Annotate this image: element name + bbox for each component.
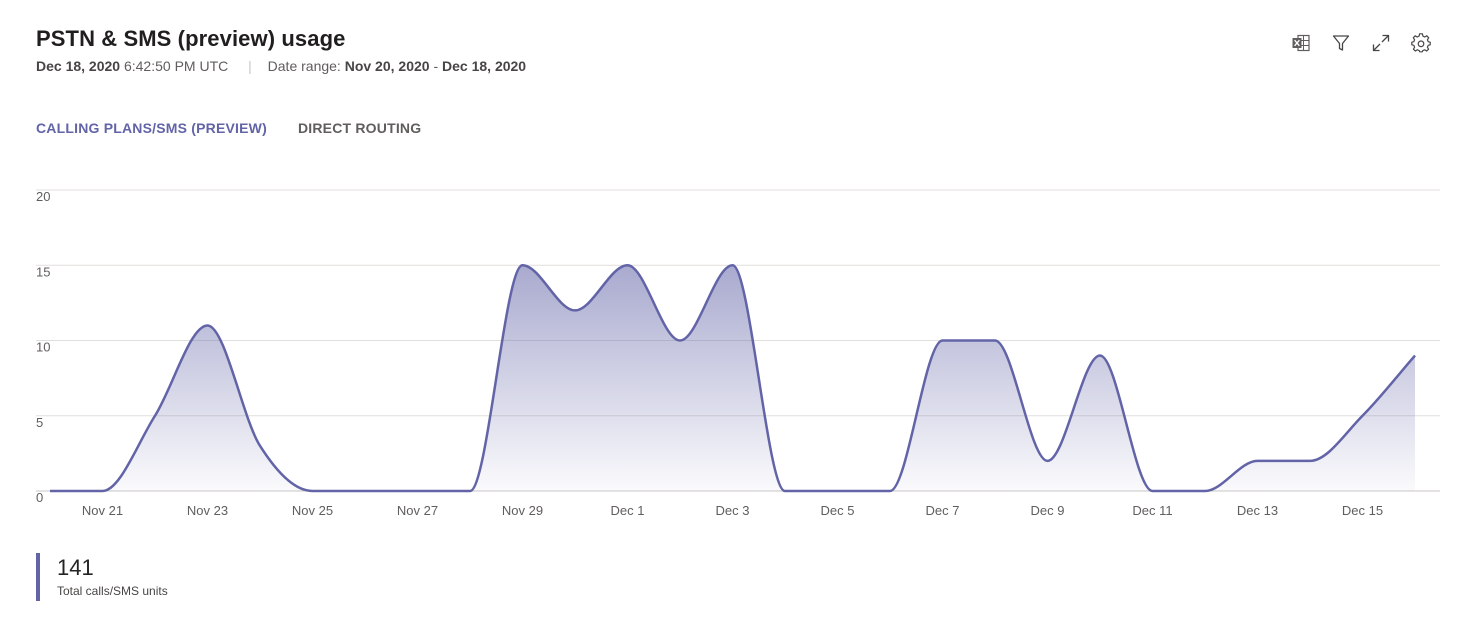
x-tick-label: Dec 15 [1342,503,1383,518]
data-point[interactable] [414,487,422,495]
data-point[interactable] [519,261,527,269]
x-tick-label: Dec 1 [611,503,645,518]
x-tick-label: Dec 3 [716,503,750,518]
data-point[interactable] [46,487,54,495]
timestamp-time: 6:42:50 PM UTC [123,58,229,74]
filter-button[interactable] [1329,30,1353,56]
y-tick-label: 20 [36,189,50,204]
report-meta: Dec 18, 2020 6:42:50 PM UTC | Date range… [36,58,526,74]
x-tick-label: Nov 25 [292,503,333,518]
total-units-kpi: 141 Total calls/SMS units [36,553,168,601]
date-range-dash: - [433,58,439,74]
excel-icon [1292,34,1310,52]
kpi-label: Total calls/SMS units [57,584,168,598]
date-range-start: Nov 20, 2020 [344,58,430,74]
expand-button[interactable] [1369,30,1393,56]
area-fill [50,265,1415,491]
expand-icon [1372,34,1390,52]
data-point[interactable] [1411,352,1419,360]
data-point[interactable] [151,412,159,420]
filter-icon [1332,35,1350,51]
page-title: PSTN & SMS (preview) usage [36,26,346,51]
series-line [50,264,1416,493]
timestamp-date: Dec 18, 2020 [36,58,121,74]
data-point[interactable] [834,487,842,495]
data-point[interactable] [1359,412,1367,420]
settings-button[interactable] [1409,30,1433,56]
x-tick-label: Nov 21 [82,503,123,518]
data-point[interactable] [729,261,737,269]
x-tick-label: Dec 9 [1031,503,1065,518]
kpi-value: 141 [57,555,94,580]
data-point[interactable] [676,337,684,345]
settings-icon [1411,33,1431,53]
x-tick-label: Dec 7 [926,503,960,518]
x-tick-label: Dec 13 [1237,503,1278,518]
y-tick-label: 5 [36,415,43,430]
report-tabs: CALLING PLANS/SMS (PREVIEW) DIRECT ROUTI… [36,120,421,136]
data-point[interactable] [309,487,317,495]
data-point[interactable] [1201,487,1209,495]
data-point[interactable] [1306,457,1314,465]
data-point[interactable] [361,487,369,495]
y-tick-label: 10 [36,340,50,355]
x-tick-label: Nov 27 [397,503,438,518]
data-point[interactable] [571,306,579,314]
tab-calling-plans-sms[interactable]: CALLING PLANS/SMS (PREVIEW) [36,120,267,136]
data-point[interactable] [624,261,632,269]
report-toolbar [1289,30,1433,56]
data-point[interactable] [99,487,107,495]
y-tick-label: 15 [36,264,50,279]
data-point[interactable] [939,337,947,345]
data-point[interactable] [886,487,894,495]
data-point[interactable] [1096,352,1104,360]
x-tick-label: Dec 11 [1132,503,1172,518]
y-tick-label: 0 [36,490,43,505]
data-point[interactable] [991,337,999,345]
data-point[interactable] [1254,457,1262,465]
data-point[interactable] [204,321,212,329]
data-point[interactable] [781,487,789,495]
x-tick-label: Nov 23 [187,503,228,518]
meta-divider: | [248,58,252,74]
date-range-end: Dec 18, 2020 [442,58,527,74]
data-point[interactable] [1044,457,1052,465]
x-tick-label: Nov 29 [502,503,543,518]
data-point[interactable] [256,442,264,450]
tab-direct-routing[interactable]: DIRECT ROUTING [297,120,422,136]
x-tick-label: Dec 5 [821,503,855,518]
date-range-label: Date range: [267,58,341,74]
data-point[interactable] [466,487,474,495]
data-point[interactable] [1149,487,1157,495]
usage-area-chart: 0 5 10 15 20 Nov 21 Nov 23 Nov 25 Nov 27 Nov 29 D… [36,189,1440,518]
export-excel-button[interactable] [1289,30,1313,56]
